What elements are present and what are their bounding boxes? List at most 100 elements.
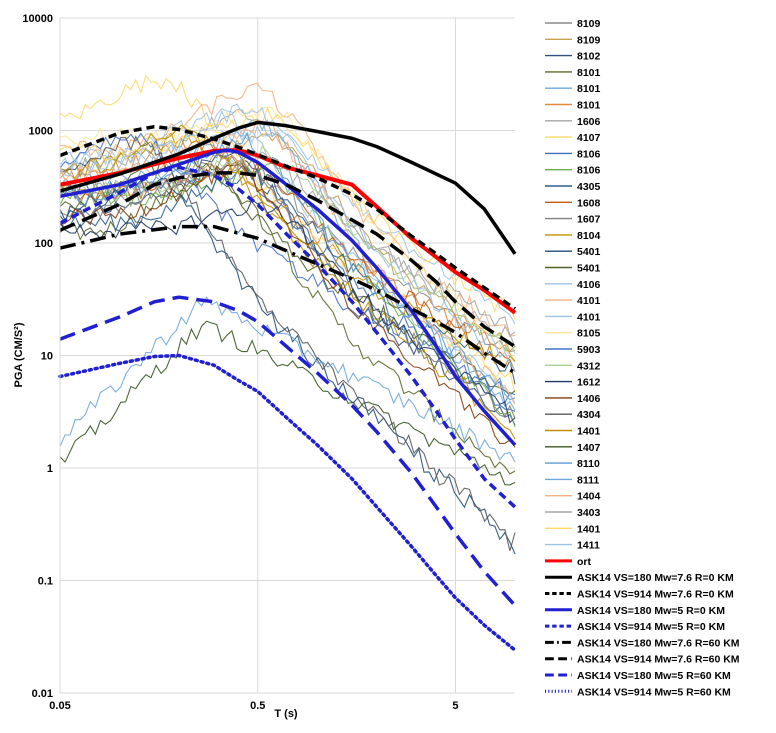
record-line-1612 — [59, 198, 516, 424]
legend-label: 1608 — [577, 197, 601, 209]
legend-entry: 1406 — [545, 393, 601, 405]
legend-entry: 1608 — [545, 197, 601, 209]
record-line-5401 — [59, 177, 516, 555]
legend-label: 8106 — [577, 165, 601, 177]
legend-entry: ASK14 VS=180 Mw=5 R=0 KM — [545, 605, 725, 617]
legend-label: 4304 — [577, 409, 601, 421]
legend-entry: ASK14 VS=180 Mw=7.6 R=0 KM — [545, 572, 734, 584]
legend-entry: 1404 — [545, 491, 601, 503]
legend-entry: ASK14 VS=914 Mw=7.6 R=60 KM — [545, 654, 740, 666]
legend-entry: 4304 — [545, 409, 601, 421]
legend-label: 8109 — [577, 18, 601, 30]
legend-label: 3403 — [577, 507, 601, 519]
record-line-1404 — [59, 118, 516, 405]
series-line-3 — [59, 148, 517, 447]
legend-label: 8105 — [577, 328, 601, 340]
legend-label: 1406 — [577, 393, 601, 405]
record-line-1401 — [59, 106, 516, 320]
legend-label: ASK14 VS=914 Mw=7.6 R=60 KM — [577, 654, 740, 666]
series-line-2 — [59, 124, 516, 311]
legend-entry: 4107 — [545, 132, 601, 144]
legend-entry: 8109 — [545, 34, 601, 46]
legend-entry: 8110 — [545, 458, 600, 470]
legend-entry: 5401 — [545, 263, 601, 275]
y-tick-label: 100 — [35, 238, 53, 250]
legend-entry: 1401 — [545, 426, 601, 438]
series-line-7 — [59, 295, 517, 607]
legend-label: ASK14 VS=180 Mw=5 R=60 KM — [577, 670, 731, 682]
legend-label: 4106 — [577, 279, 601, 291]
legend-entry: 8105 — [545, 328, 601, 340]
legend-label: 5903 — [577, 344, 601, 356]
legend-entry: 5401 — [545, 246, 601, 258]
legend-entry: 4312 — [545, 360, 601, 372]
series-line-1 — [59, 120, 517, 255]
record-line-8110 — [59, 132, 516, 401]
legend-label: 4101 — [577, 295, 601, 307]
legend-label: 8104 — [577, 230, 601, 242]
legend-entry: ASK14 VS=914 Mw=7.6 R=0 KM — [545, 589, 734, 601]
x-tick-label: 0.5 — [250, 700, 265, 712]
legend-entry: 4101 — [545, 311, 601, 323]
legend-entry: 8106 — [545, 148, 601, 160]
legend-label: 8111 — [577, 474, 599, 486]
legend-entry: 8101 — [545, 83, 601, 95]
legend-label: 8101 — [577, 83, 601, 95]
legend-entry: ASK14 VS=914 Mw=5 R=60 KM — [545, 686, 731, 698]
legend-entry: 1401 — [545, 523, 601, 535]
series-line-4 — [59, 165, 517, 509]
legend-entry: 4101 — [545, 295, 601, 307]
record-line-4304 — [59, 135, 516, 552]
legend-label: 8110 — [577, 458, 600, 470]
legend-entry: 1606 — [545, 116, 601, 128]
legend-entry: 3403 — [545, 507, 601, 519]
legend-entry: 1612 — [545, 377, 601, 389]
record-line-4312 — [59, 145, 516, 354]
legend-entry: 1407 — [545, 442, 601, 454]
record-line-3403 — [59, 151, 516, 337]
y-tick-label: 0.01 — [32, 688, 53, 700]
legend-label: ASK14 VS=180 Mw=7.6 R=0 KM — [577, 572, 734, 584]
legend-label: 1404 — [577, 491, 601, 503]
legend-entry: 8106 — [545, 165, 601, 177]
y-tick-label: 10000 — [22, 13, 53, 25]
legend-entry: 1607 — [545, 214, 601, 226]
x-tick-label: 0.05 — [49, 700, 70, 712]
y-tick-label: 0.1 — [38, 576, 53, 588]
legend-label: 1607 — [577, 214, 601, 226]
legend-label: 1606 — [577, 116, 601, 128]
legend-label: 8109 — [577, 34, 601, 46]
tick-labels: 0.01 0.1 1 10 100 1000 10000 0.05 0.5 5 — [22, 13, 458, 712]
legend-label: 4107 — [577, 132, 601, 144]
series-line-5 — [59, 224, 516, 375]
legend-label: ASK14 VS=180 Mw=5 R=0 KM — [577, 605, 725, 617]
legend-label: ASK14 VS=914 Mw=5 R=0 KM — [577, 621, 725, 633]
legend-label: 8101 — [577, 100, 601, 112]
legend-label: 4101 — [577, 311, 601, 323]
legend-label: 8101 — [577, 67, 601, 79]
legend-entry: ASK14 VS=180 Mw=7.6 R=60 KM — [545, 637, 740, 649]
legend-entry: 8109 — [545, 18, 601, 30]
legend-entry: 1411 — [545, 540, 600, 552]
axes — [59, 18, 515, 694]
series-line-0 — [59, 148, 517, 315]
legend-entry: 8101 — [545, 100, 601, 112]
series-line-8 — [58, 353, 517, 652]
legend-label: 8102 — [577, 51, 601, 63]
legend-label: 1407 — [577, 442, 601, 454]
legend: 8109 8109 8102 8101 8101 8101 1606 4107 8106 8106… — [545, 18, 740, 698]
y-axis-label: PGA (CM/S²) — [13, 322, 25, 387]
legend-entry: ASK14 VS=180 Mw=5 R=60 KM — [545, 670, 731, 682]
record-line-1607 — [59, 156, 516, 419]
legend-label: 1411 — [577, 540, 600, 552]
legend-label: 1401 — [577, 523, 601, 535]
model-spectra-lines — [58, 120, 517, 652]
legend-label: ASK14 VS=180 Mw=7.6 R=60 KM — [577, 637, 740, 649]
x-tick-label: 5 — [452, 700, 458, 712]
record-line-1407 — [59, 320, 516, 486]
record-line-1401 — [59, 124, 516, 368]
legend-label: 5401 — [577, 246, 601, 258]
record-line-8101 — [59, 169, 516, 475]
legend-label: 4312 — [577, 360, 601, 372]
